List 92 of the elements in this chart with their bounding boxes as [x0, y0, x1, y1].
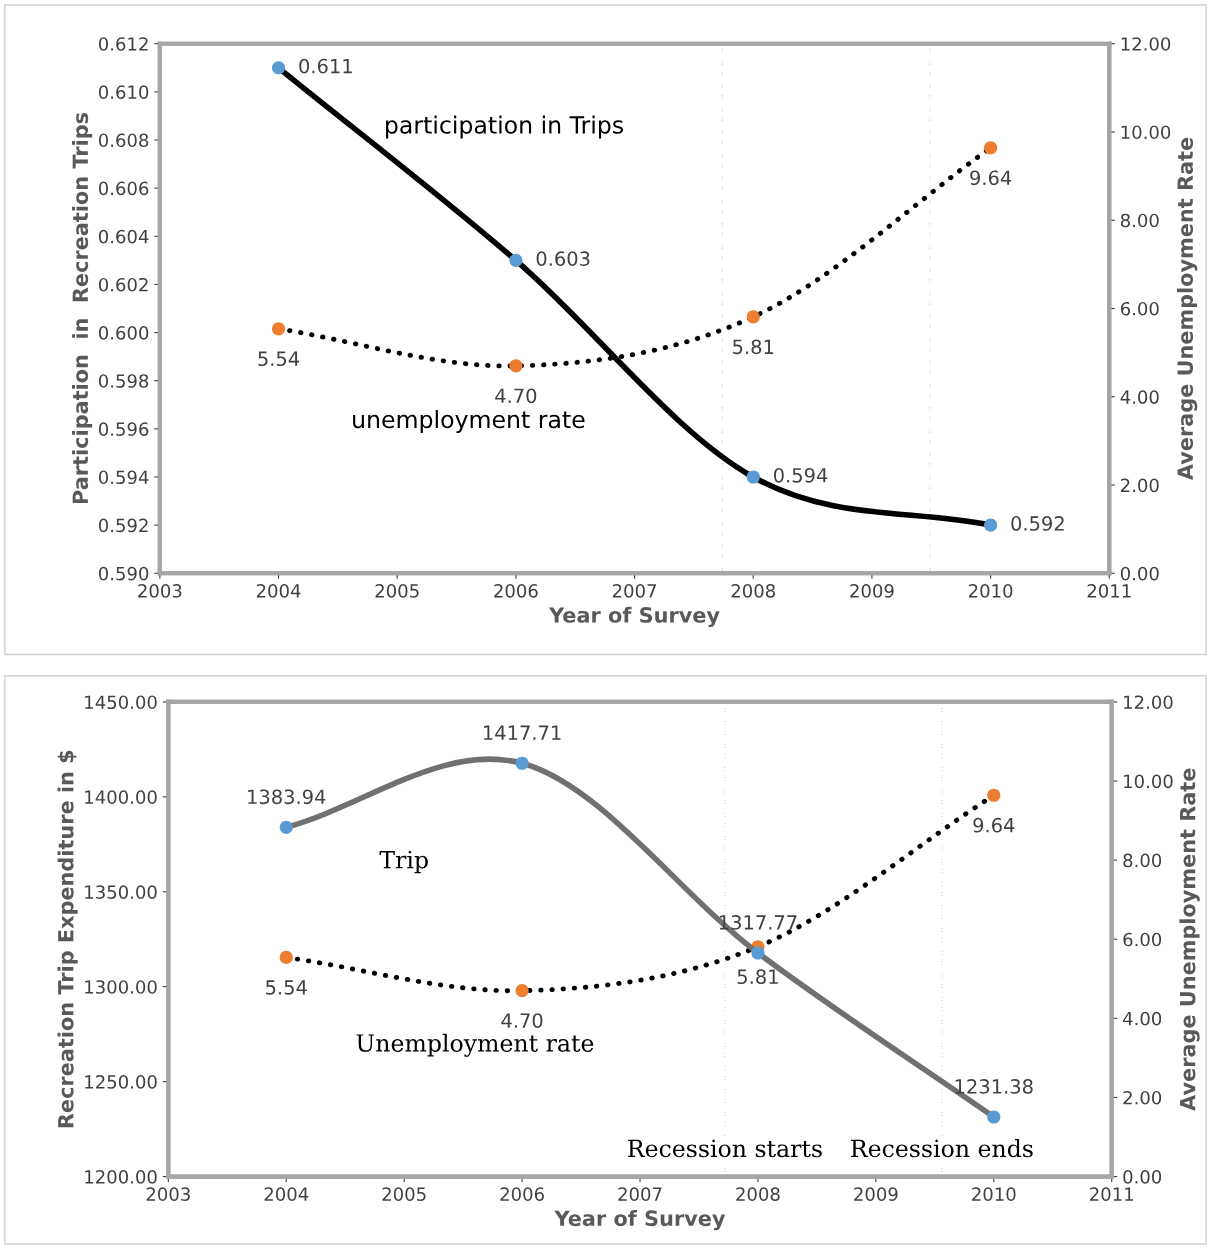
point [751, 946, 765, 960]
x-tick-label: 2004 [256, 584, 301, 598]
y-tick-label: 0.600 [98, 326, 149, 340]
y-tick-label: 1450.00 [85, 695, 157, 710]
data-label: 1417.71 [484, 725, 561, 740]
point [515, 756, 529, 770]
ref-line-label: Recession ends [851, 1139, 1033, 1158]
x-tick-label: 2004 [264, 1187, 309, 1201]
y-tick-label: 0.606 [98, 181, 149, 196]
point [984, 518, 998, 532]
y-tick-label: 0.592 [98, 518, 148, 533]
x-tick-label: 2009 [850, 584, 894, 598]
y2-axis-title: Average Unemployment Rate [1179, 768, 1200, 1111]
x-tick-label: 2010 [968, 584, 1013, 598]
x-axis-title: Year of Survey [548, 606, 720, 628]
x-tick-label: 2008 [736, 1187, 780, 1201]
y2-tick-label: 12.00 [1121, 37, 1171, 51]
x-tick-label: 2003 [138, 584, 182, 598]
y-tick-label: 1250.00 [85, 1075, 157, 1089]
series-label: Unemployment rate [356, 1033, 594, 1057]
data-label: 0.594 [773, 467, 828, 483]
data-label: 1231.38 [955, 1079, 1033, 1094]
data-label: 5.81 [733, 339, 774, 355]
x-tick-label: 2007 [612, 584, 656, 598]
point [746, 470, 760, 484]
y2-axis-title: Average Unemployment Rate [1176, 137, 1198, 481]
x-tick-label: 2006 [494, 584, 538, 598]
data-label: 9.64 [973, 817, 1015, 833]
point [509, 359, 523, 373]
y-tick-label: 1200.00 [85, 1170, 157, 1184]
point [279, 950, 293, 965]
y2-tick-label: 0.00 [1120, 566, 1159, 581]
y-axis-title: Participation in Recreation Trips [72, 113, 93, 504]
y2-tick-label: 10.00 [1124, 774, 1173, 789]
y-tick-label: 0.604 [98, 229, 149, 244]
x-tick-label: 2003 [146, 1187, 190, 1201]
x-tick-label: 2009 [854, 1187, 898, 1201]
y2-tick-label: 0.00 [1123, 1170, 1162, 1184]
data-label: 9.64 [970, 170, 1012, 186]
x-tick-label: 2010 [972, 1187, 1016, 1201]
data-label: 4.70 [495, 388, 537, 404]
y-tick-label: 1350.00 [85, 885, 157, 899]
y-tick-label: 0.608 [98, 133, 149, 148]
y2-tick-label: 8.00 [1123, 853, 1162, 868]
data-label: 5.54 [258, 351, 300, 367]
y2-tick-label: 12.00 [1124, 695, 1173, 710]
data-label: 4.70 [501, 1013, 543, 1028]
y-axis-title: Recreation Trip Expenditure in $ [57, 750, 78, 1128]
data-label: 0.603 [536, 251, 590, 266]
point [987, 1110, 1001, 1124]
data-label: 5.81 [737, 969, 778, 985]
x-tick-label: 2006 [500, 1187, 544, 1201]
y2-tick-label: 4.00 [1120, 390, 1159, 404]
y-tick-label: 0.610 [98, 85, 149, 99]
x-tick-label: 2011 [1087, 584, 1131, 598]
point [987, 788, 1001, 802]
x-tick-label: 2011 [1090, 1187, 1134, 1201]
x-axis-title: Year of Survey [554, 1210, 726, 1231]
ref-line-label: Recession starts [628, 1139, 822, 1158]
x-tick-label: 2008 [731, 584, 775, 598]
text: unemployment rate [353, 410, 585, 433]
text: Trip [379, 850, 428, 874]
y2-tick-label: 10.00 [1121, 125, 1171, 140]
series-label: participation in Trips [386, 115, 623, 139]
y-tick-label: 0.594 [98, 470, 149, 485]
y-tick-label: 0.602 [98, 277, 148, 292]
y-tick-label: 1400.00 [85, 790, 157, 804]
point [279, 820, 293, 834]
data-label: 0.611 [299, 58, 352, 74]
x-tick-label: 2005 [382, 1187, 426, 1201]
y2-tick-label: 6.00 [1120, 301, 1159, 316]
point [271, 322, 286, 336]
y2-tick-label: 2.00 [1121, 478, 1159, 493]
point [271, 61, 286, 75]
y-tick-label: 1300.00 [85, 980, 157, 994]
point [984, 141, 998, 155]
y2-tick-label: 4.00 [1123, 1011, 1162, 1026]
y-tick-label: 0.596 [98, 422, 149, 436]
data-label: 5.54 [266, 980, 307, 995]
point [509, 253, 523, 267]
y-tick-label: 0.590 [98, 566, 149, 581]
y2-tick-label: 6.00 [1123, 932, 1162, 947]
data-label: 0.592 [1011, 516, 1064, 531]
x-tick-label: 2005 [375, 584, 419, 598]
y-tick-label: 0.612 [98, 37, 148, 51]
point [746, 310, 760, 324]
y2-tick-label: 8.00 [1120, 213, 1159, 228]
y2-tick-label: 2.00 [1123, 1090, 1162, 1105]
x-tick-label: 2007 [618, 1187, 662, 1201]
y-tick-label: 0.598 [98, 374, 149, 388]
point [515, 984, 529, 998]
data-label: 1383.94 [248, 789, 326, 805]
